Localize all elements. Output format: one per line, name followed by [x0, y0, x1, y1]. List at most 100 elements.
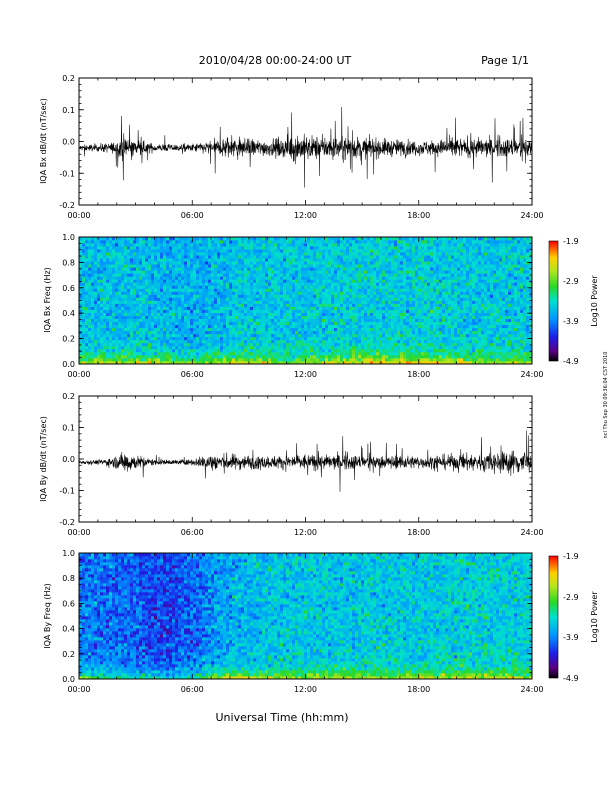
heat-cell: [142, 267, 146, 271]
heat-cell: [394, 327, 398, 332]
heat-cell: [88, 336, 92, 341]
heat-cell: [247, 261, 251, 265]
heat-cell: [268, 351, 272, 356]
heat-cell: [121, 261, 125, 265]
heat-cell: [244, 288, 248, 292]
heat-cell: [124, 240, 128, 244]
heat-cell: [139, 339, 143, 344]
heat-cell: [160, 330, 164, 335]
heat-cell: [172, 345, 176, 350]
heat-cell: [331, 240, 335, 244]
heat-cell: [154, 312, 158, 316]
heat-cell: [238, 336, 242, 341]
heat-cell: [382, 252, 386, 256]
heat-cell: [352, 285, 356, 289]
heat-cell: [220, 318, 224, 323]
heat-cell: [355, 324, 359, 329]
heat-cell: [418, 324, 422, 329]
heat-cell: [139, 333, 143, 338]
heat-cell: [295, 252, 299, 256]
heat-cell: [214, 342, 218, 347]
heat-cell: [310, 351, 314, 356]
heat-cell: [280, 342, 284, 347]
heat-cell: [175, 345, 179, 350]
heat-cell: [241, 276, 245, 280]
heat-cell: [97, 297, 101, 301]
heat-cell: [343, 306, 347, 310]
heat-cell: [271, 270, 275, 274]
heat-cell: [370, 267, 374, 271]
heat-cell: [289, 282, 293, 286]
heat-cell: [334, 291, 338, 295]
heat-cell: [376, 291, 380, 295]
heat-cell: [295, 345, 299, 350]
heat-cell: [346, 357, 350, 362]
heat-cell: [286, 261, 290, 265]
heat-cell: [265, 252, 269, 256]
heat-cell: [304, 321, 308, 326]
heat-cell: [205, 291, 209, 295]
heat-cell: [118, 288, 122, 292]
heat-cell: [166, 315, 170, 319]
heat-cell: [217, 264, 221, 268]
heat-cell: [259, 252, 263, 256]
heat-cell: [226, 333, 230, 338]
heat-cell: [190, 291, 194, 295]
heat-cell: [295, 327, 299, 332]
heat-cell: [139, 297, 143, 301]
heat-cell: [250, 300, 254, 304]
heat-cell: [130, 327, 134, 332]
heat-cell: [250, 309, 254, 313]
heat-cell: [127, 255, 131, 259]
heat-cell: [244, 261, 248, 265]
heat-cell: [319, 243, 323, 247]
heat-cell: [100, 270, 104, 274]
heat-cell: [355, 267, 359, 271]
heat-cell: [82, 240, 86, 244]
heat-cell: [418, 270, 422, 274]
heat-cell: [214, 321, 218, 326]
heat-cell: [388, 309, 392, 313]
heat-cell: [94, 342, 98, 347]
heat-cell: [145, 360, 149, 365]
heat-cell: [139, 264, 143, 268]
heat-cell: [142, 321, 146, 326]
heat-cell: [145, 348, 149, 353]
heat-cell: [334, 252, 338, 256]
heat-cell: [97, 327, 101, 332]
heat-cell: [319, 255, 323, 259]
heat-cell: [301, 315, 305, 319]
heat-cell: [94, 276, 98, 280]
heat-cell: [193, 351, 197, 356]
heat-cell: [238, 264, 242, 268]
heat-cell: [409, 267, 413, 271]
heat-cell: [385, 351, 389, 356]
heat-cell: [265, 324, 269, 329]
heat-cell: [355, 246, 359, 250]
heat-cell: [379, 357, 383, 362]
heat-cell: [265, 312, 269, 316]
heat-cell: [376, 258, 380, 262]
heat-cell: [85, 339, 89, 344]
heat-cell: [268, 357, 272, 362]
heat-cell: [400, 264, 404, 268]
heat-cell: [304, 243, 308, 247]
heat-cell: [166, 330, 170, 335]
heat-cell: [133, 309, 137, 313]
heat-cell: [169, 330, 173, 335]
heat-cell: [199, 354, 203, 359]
heat-cell: [379, 321, 383, 326]
heat-cell: [418, 291, 422, 295]
heat-cell: [79, 270, 83, 274]
heat-cell: [379, 267, 383, 271]
heat-cell: [91, 240, 95, 244]
heat-cell: [163, 255, 167, 259]
heat-cell: [151, 264, 155, 268]
heat-cell: [157, 282, 161, 286]
heat-cell: [340, 327, 344, 332]
heat-cell: [340, 333, 344, 338]
heat-cell: [175, 288, 179, 292]
heat-cell: [397, 324, 401, 329]
heat-cell: [412, 246, 416, 250]
heat-cell: [85, 342, 89, 347]
